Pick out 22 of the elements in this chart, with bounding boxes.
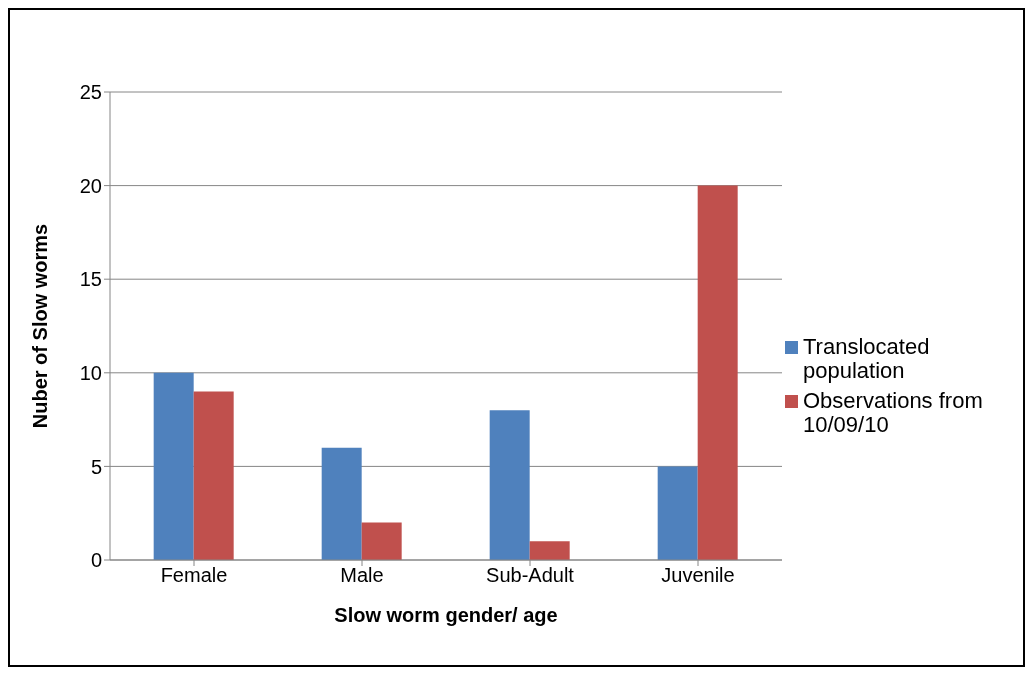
bar [361, 522, 402, 560]
x-tick-label: Male [340, 564, 384, 587]
bar [489, 410, 530, 560]
y-tick-label: 5 [90, 455, 102, 478]
y-tick-label: 10 [79, 361, 102, 384]
y-tick-label: 15 [79, 268, 102, 291]
legend-label: Translocated population [803, 334, 931, 383]
x-tick-label: Sub-Adult [486, 564, 575, 587]
bar [697, 185, 738, 560]
x-axis-title: Slow worm gender/ age [334, 604, 558, 626]
bar [529, 541, 570, 560]
x-tick-label: Female [160, 564, 228, 587]
y-axis-title: Nuber of Slow worms [29, 223, 52, 429]
bar [321, 447, 362, 560]
y-tick-label: 20 [79, 174, 102, 197]
legend-label: Observations from 10/09/10 [803, 388, 984, 437]
x-tick-label: Juvenile [661, 564, 735, 587]
y-tick-label: 25 [79, 81, 102, 104]
bar [153, 372, 194, 560]
bar [657, 466, 698, 560]
y-tick-label: 0 [90, 549, 102, 572]
bar [193, 391, 234, 560]
